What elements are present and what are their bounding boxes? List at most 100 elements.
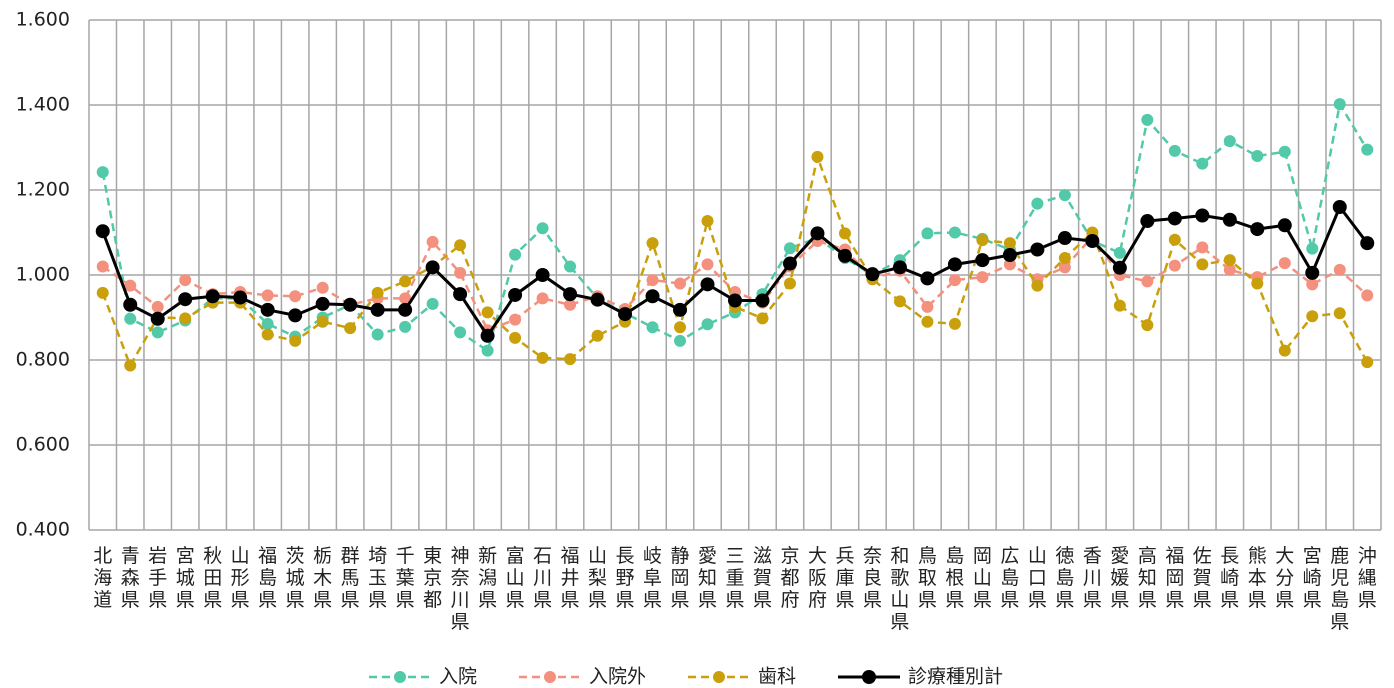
point [811,150,824,163]
point [371,328,384,341]
x-tick-label: 栃木県 [313,545,332,611]
point [261,317,274,330]
point [1361,143,1374,156]
point [1058,252,1071,264]
point [1223,135,1236,148]
point [1113,246,1126,259]
point [1195,208,1210,223]
x-tick-label: 神奈川県 [451,545,470,633]
x-tick-label: 熊本県 [1248,545,1267,611]
point [1277,218,1292,233]
x-tick-label: 岩手県 [148,545,167,611]
point [480,328,495,343]
point [921,227,934,240]
point [1031,279,1044,292]
x-tick-label: 埼玉県 [368,545,387,611]
point [1223,254,1236,267]
x-tick-label: 山口県 [1028,545,1047,611]
point [1361,356,1374,369]
point [701,215,714,228]
point [426,297,439,310]
point [1250,222,1265,237]
x-tick-label: 福井県 [561,545,580,611]
point [1305,265,1320,280]
point [205,289,220,304]
point [921,315,934,328]
point [1168,144,1181,157]
point [454,326,467,339]
point [893,295,906,308]
point [399,292,412,305]
point [426,235,439,248]
point [96,166,109,179]
point [536,222,549,235]
point [756,312,769,325]
legend-marker [544,671,556,683]
point [1306,310,1319,323]
x-tick-label: 富山県 [506,545,525,611]
point [1003,237,1016,250]
point [481,306,494,319]
x-tick-label: 福島県 [258,545,277,611]
x-tick-label: 宮城県 [176,545,195,611]
point [179,274,192,287]
legend-label: 診療種別計 [908,666,1003,688]
x-tick-label: 三重県 [725,545,744,611]
point [1168,259,1181,272]
point [920,271,935,286]
y-tick-label: 0.400 [16,519,70,541]
x-tick-label: 奈良県 [863,545,882,611]
point [674,321,687,334]
point [1361,289,1374,302]
x-tick-label: 広島県 [1000,545,1019,611]
legend-marker [862,670,876,684]
point [646,321,659,334]
point [1141,275,1154,288]
point [1167,211,1182,226]
point [1333,263,1346,276]
point [289,334,302,347]
point [564,353,577,366]
x-tick-label: 秋田県 [203,545,222,611]
point [838,227,851,240]
point [1223,263,1236,276]
point [1058,261,1071,274]
point [1141,113,1154,126]
point [1306,242,1319,255]
point [1113,299,1126,312]
grid [88,19,1382,531]
point [179,312,192,325]
point [1112,260,1127,275]
x-tick-label: 鳥取県 [918,545,937,611]
point [509,331,522,344]
point [1306,278,1319,291]
x-tick-label: 兵庫県 [835,545,854,611]
point [536,351,549,364]
x-tick-label: 東京都 [423,545,442,611]
point [535,268,550,282]
point [1278,145,1291,158]
point [646,237,659,250]
point [590,292,605,307]
point [260,302,275,317]
y-tick-label: 1.600 [16,9,70,31]
x-tick-label: 徳島県 [1055,545,1074,611]
x-tick-label: 高知県 [1138,545,1157,611]
point [96,286,109,299]
point [178,292,193,307]
point [261,289,274,302]
x-tick-label: 茨城県 [286,545,305,611]
point [454,266,467,279]
point [315,296,330,311]
y-tick-label: 1.200 [16,179,70,201]
point [398,302,413,317]
x-tick-label: 千葉県 [396,545,415,611]
point [976,271,989,284]
x-tick-label: 京都府 [780,545,799,611]
series-line [101,152,1369,369]
x-tick-label: 青森県 [121,545,140,611]
point [948,226,961,239]
point [755,293,770,308]
x-tick-label: 和歌山県 [890,545,909,633]
point [343,297,358,312]
